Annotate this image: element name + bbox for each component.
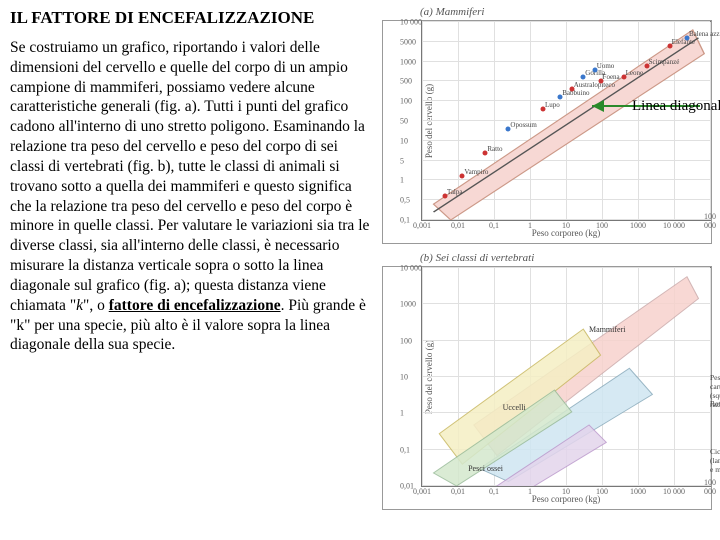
region-label: Mammiferi <box>589 325 625 334</box>
tick-x: 10 000 <box>663 221 685 230</box>
tick-y: 50 <box>400 117 408 126</box>
point-label: Elefante <box>672 38 695 46</box>
tick-x: 0,001 <box>413 487 431 496</box>
tick-x: 10 000 <box>663 487 685 496</box>
point-label: Vampiro <box>464 168 488 176</box>
tick-x: 10 <box>562 221 570 230</box>
k-italic: k <box>76 297 83 314</box>
tick-x: 0,001 <box>413 221 431 230</box>
tick-y: 1000 <box>400 57 416 66</box>
point-label: Balena azzurra <box>689 30 720 38</box>
bold-term: fattore di encefalizzazione <box>109 297 281 314</box>
tick-x: 1 <box>528 221 532 230</box>
tick-y: 100 <box>400 97 412 106</box>
tick-x: 100 000 <box>704 478 716 496</box>
chart-a-ylabel: Peso del cervello (g) <box>424 84 434 158</box>
tick-x: 100 <box>596 221 608 230</box>
point-label: Australopiteco <box>574 81 615 89</box>
chart-b-plot: Peso del cervello (g) Peso corporeo (kg)… <box>421 267 711 487</box>
point-label: Leone <box>626 69 644 77</box>
tick-y: 10 <box>400 373 408 382</box>
para-part-1: Se costruiamo un grafico, riportando i v… <box>10 39 369 314</box>
body-paragraph: Se costruiamo un grafico, riportando i v… <box>10 38 374 355</box>
annotation-text: Linea diagonale <box>632 98 720 115</box>
tick-y: 5 <box>400 156 404 165</box>
chart-a-caption: (a) Mammiferi <box>420 6 712 18</box>
chart-b: (b) Sei classi di vertebrati Peso del ce… <box>382 252 712 510</box>
tick-y: 100 <box>400 336 412 345</box>
chart-a-plot: Peso del cervello (g) Peso corporeo (kg)… <box>421 21 711 221</box>
page-title: IL FATTORE DI ENCEFALIZZAZIONE <box>10 8 374 28</box>
point-label: Scimpanzé <box>649 58 680 66</box>
tick-x: 100 000 <box>704 212 716 230</box>
tick-x: 1000 <box>630 221 646 230</box>
chart-a: (a) Mammiferi Peso del cervello (g) Peso… <box>382 6 712 244</box>
side-label: Ciclostomi(lamprede e missine) <box>710 447 720 474</box>
para-part-2: ", o <box>83 297 109 314</box>
tick-y: 0,01 <box>400 482 414 491</box>
tick-y: 10 <box>400 136 408 145</box>
side-label: Rettili <box>710 399 720 408</box>
tick-x: 1000 <box>630 487 646 496</box>
point-label: Talpa <box>447 188 462 196</box>
point-label: Opossum <box>510 121 536 129</box>
tick-y: 1 <box>400 409 404 418</box>
tick-y: 0,1 <box>400 216 410 225</box>
point-label: Foena <box>603 73 620 81</box>
tick-x: 1 <box>528 487 532 496</box>
chart-b-ylabel: Peso del cervello (g) <box>424 340 434 414</box>
tick-y: 5000 <box>400 37 416 46</box>
tick-y: 0,5 <box>400 196 410 205</box>
tick-x: 100 <box>596 487 608 496</box>
point-label: Uomo <box>597 62 615 70</box>
tick-y: 1000 <box>400 300 416 309</box>
tick-x: 0,01 <box>451 487 465 496</box>
tick-x: 0,01 <box>451 221 465 230</box>
point-label: Ratto <box>487 145 502 153</box>
tick-y: 0,1 <box>400 445 410 454</box>
tick-x: 0,1 <box>489 221 499 230</box>
tick-y: 10 000 <box>400 264 422 273</box>
tick-x: 0,1 <box>489 487 499 496</box>
tick-x: 10 <box>562 487 570 496</box>
tick-y: 500 <box>400 77 412 86</box>
chart-b-caption: (b) Sei classi di vertebrati <box>420 252 712 264</box>
point-label: Babbuino <box>562 89 589 97</box>
point-label: Lupo <box>545 101 560 109</box>
tick-y: 1 <box>400 176 404 185</box>
region-label: Pesci ossei <box>468 464 503 473</box>
tick-y: 10 000 <box>400 18 422 27</box>
region-label: Uccelli <box>503 403 526 412</box>
